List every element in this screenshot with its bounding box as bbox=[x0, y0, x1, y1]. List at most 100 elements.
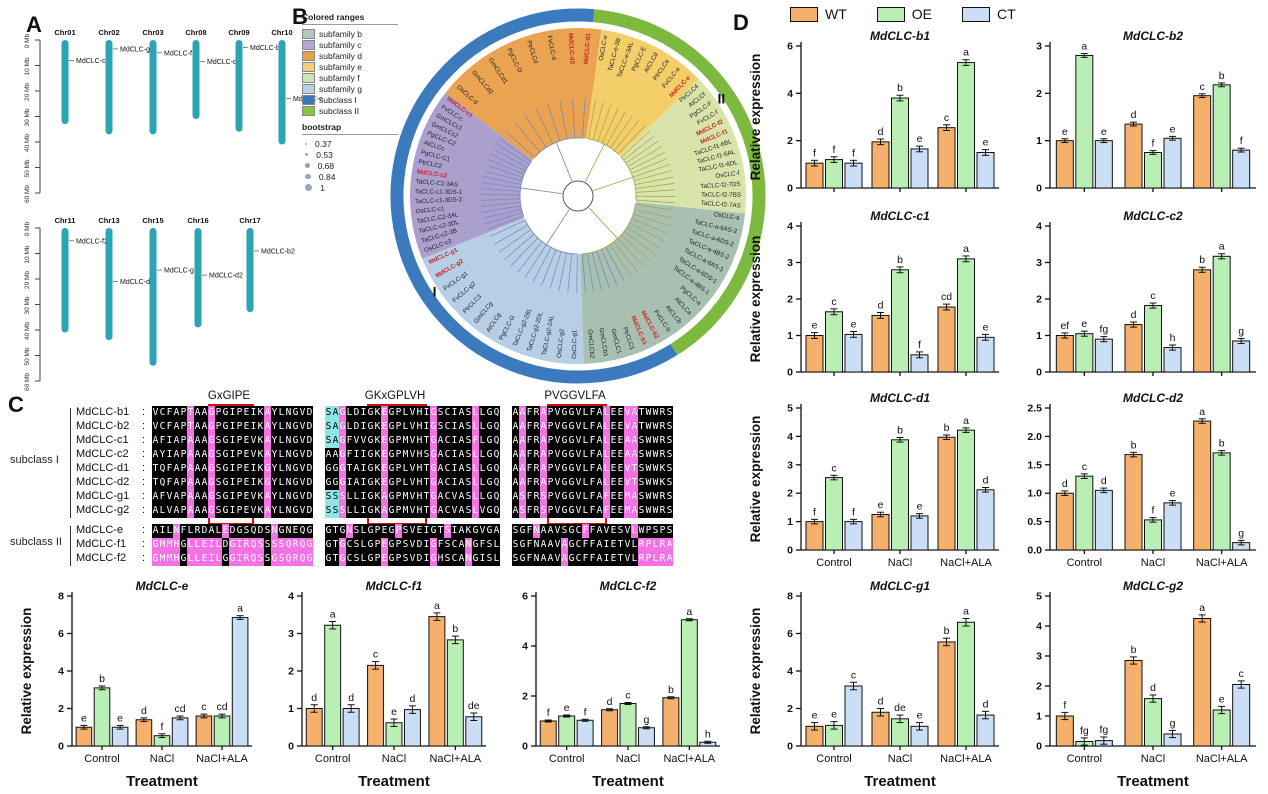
svg-text:g: g bbox=[1238, 325, 1244, 337]
svg-text:d: d bbox=[1062, 478, 1068, 490]
svg-text:4: 4 bbox=[787, 666, 793, 678]
alignment-row: MdCLC-g2: ALVAPAAAGSGIPEVKAYLNGVD SSSLLIGK… bbox=[0, 504, 740, 518]
svg-text:d: d bbox=[878, 126, 884, 138]
bootstrap-dot bbox=[305, 163, 310, 168]
svg-text:a: a bbox=[963, 415, 969, 427]
svg-text:b: b bbox=[1219, 70, 1225, 82]
sequence-name: MdCLC-e bbox=[76, 524, 124, 536]
svg-text:0 Mb: 0 Mb bbox=[24, 221, 31, 236]
sequence-colon: : bbox=[142, 552, 146, 564]
bootstrap-dot bbox=[305, 183, 313, 192]
svg-text:b: b bbox=[668, 684, 674, 696]
svg-text:60 Mb: 60 Mb bbox=[24, 185, 31, 203]
svg-text:MdCLC-b2: MdCLC-b2 bbox=[1123, 29, 1183, 43]
svg-text:2: 2 bbox=[787, 294, 793, 306]
svg-text:c: c bbox=[201, 701, 206, 713]
svg-text:MdCLC-g2: MdCLC-g2 bbox=[120, 46, 154, 53]
sequence-colon: : bbox=[142, 448, 146, 460]
tree-legend-title: Colored ranges bbox=[302, 12, 398, 25]
svg-text:d: d bbox=[410, 693, 416, 705]
legend-item: subfamily b bbox=[302, 28, 398, 39]
svg-text:8: 8 bbox=[58, 591, 64, 603]
motif-label: PVGGVLFA bbox=[544, 390, 606, 402]
svg-text:30 Mb: 30 Mb bbox=[24, 296, 31, 314]
svg-text:0.5: 0.5 bbox=[1027, 516, 1042, 528]
svg-text:5: 5 bbox=[787, 403, 793, 415]
svg-text:f: f bbox=[813, 506, 816, 518]
svg-text:4: 4 bbox=[288, 591, 294, 603]
svg-text:d: d bbox=[983, 698, 989, 710]
svg-text:0: 0 bbox=[58, 741, 64, 753]
svg-text:40 Mb: 40 Mb bbox=[24, 322, 31, 340]
svg-text:c: c bbox=[1150, 290, 1155, 302]
svg-text:b: b bbox=[944, 625, 950, 637]
svg-text:a: a bbox=[1199, 602, 1205, 614]
svg-text:a: a bbox=[1219, 241, 1225, 253]
sequence-name: MdCLC-b1 bbox=[76, 406, 130, 418]
svg-text:2: 2 bbox=[1036, 294, 1042, 306]
svg-text:g: g bbox=[1238, 527, 1244, 539]
series-legend-item: WT bbox=[790, 6, 847, 22]
sequence-colon: : bbox=[142, 524, 146, 536]
svg-text:OsCLC-a: OsCLC-a bbox=[713, 211, 740, 222]
subclass-1-bracket bbox=[70, 408, 71, 518]
svg-text:f: f bbox=[1063, 699, 1066, 711]
svg-text:1: 1 bbox=[787, 330, 793, 342]
sequence-block: VCFAPTAAGPGIPEIKAYLNGVD bbox=[152, 406, 313, 420]
svg-text:0: 0 bbox=[787, 545, 793, 557]
sequence-colon: : bbox=[142, 504, 146, 516]
svg-text:TaCLC-f2-7AS: TaCLC-f2-7AS bbox=[701, 200, 741, 210]
svg-text:0 Mb: 0 Mb bbox=[24, 33, 31, 48]
svg-text:fg: fg bbox=[1099, 324, 1108, 336]
series-legend-item: CT bbox=[962, 6, 1016, 22]
svg-text:a: a bbox=[237, 603, 243, 615]
svg-text:2: 2 bbox=[58, 703, 64, 715]
motif-label: GxGIPE bbox=[207, 390, 251, 402]
svg-text:e: e bbox=[917, 133, 923, 145]
svg-text:1: 1 bbox=[1036, 711, 1042, 723]
sequence-colon: : bbox=[142, 490, 146, 502]
svg-text:b: b bbox=[99, 673, 105, 685]
svg-text:Control: Control bbox=[1067, 753, 1102, 765]
chart-mdclc-d1: 0 1 2 3 4 5 MdCLC-d1 Relative expression Control… bbox=[748, 391, 999, 569]
sequence-name: MdCLC-d1 bbox=[76, 462, 130, 474]
sequence-name: MdCLC-c1 bbox=[76, 434, 129, 446]
svg-text:3: 3 bbox=[787, 257, 793, 269]
svg-text:e: e bbox=[917, 710, 923, 722]
svg-text:3: 3 bbox=[288, 628, 294, 640]
alignment-row: MdCLC-d2: TQFAPAAAGSGIPEIKGYLNGVD GGGIAIGK… bbox=[0, 476, 740, 490]
legend-item: subfamily e bbox=[302, 61, 398, 72]
bootstrap-item: 0.84 bbox=[302, 171, 398, 182]
svg-text:e: e bbox=[391, 706, 397, 718]
svg-text:MdCLC-d2: MdCLC-d2 bbox=[567, 33, 576, 65]
svg-text:NaCl+ALA: NaCl+ALA bbox=[1196, 753, 1248, 765]
panel-b-label: B bbox=[292, 4, 308, 29]
sequence-colon: : bbox=[142, 476, 146, 488]
legend-item: subfamily c bbox=[302, 39, 398, 50]
svg-text:NaCl: NaCl bbox=[1141, 753, 1165, 765]
svg-text:1: 1 bbox=[1036, 135, 1042, 147]
panel-d-label: D bbox=[733, 10, 749, 35]
sequence-block: SSSLLIGKAGPMVHTGACVASLVGQ bbox=[325, 504, 500, 518]
svg-text:1: 1 bbox=[288, 703, 294, 715]
legend-swatch bbox=[302, 105, 315, 116]
svg-text:MdCLC-c1: MdCLC-c1 bbox=[870, 209, 930, 223]
series-swatch bbox=[790, 6, 818, 22]
tree-legend: Colored ranges subfamily b subfamily c sub… bbox=[302, 12, 398, 193]
svg-text:e: e bbox=[1170, 123, 1176, 135]
sequence-block: ASFRSPVGGVLFAFEEMASWWRS bbox=[512, 490, 673, 504]
svg-text:Chr15: Chr15 bbox=[142, 216, 163, 225]
sequence-block: AAFRAPVGGVLFALEEAASWWRS bbox=[512, 448, 673, 462]
svg-text:NaCl: NaCl bbox=[616, 753, 640, 765]
svg-text:f: f bbox=[1240, 135, 1243, 147]
svg-text:2: 2 bbox=[1036, 88, 1042, 100]
sequence-block: SAGLDIGKEGPLVHIGSCIASLLGQ bbox=[325, 406, 500, 420]
svg-text:TaCLC-C1-3AS: TaCLC-C1-3AS bbox=[415, 178, 458, 188]
svg-text:0: 0 bbox=[787, 183, 793, 195]
svg-text:NaCl: NaCl bbox=[150, 753, 174, 765]
svg-text:PtrCLC2: PtrCLC2 bbox=[418, 159, 443, 171]
svg-text:NaCl+ALA: NaCl+ALA bbox=[1196, 557, 1248, 569]
svg-text:fg: fg bbox=[1080, 725, 1089, 737]
svg-text:e: e bbox=[1219, 693, 1225, 705]
bootstrap-dot bbox=[305, 152, 309, 157]
